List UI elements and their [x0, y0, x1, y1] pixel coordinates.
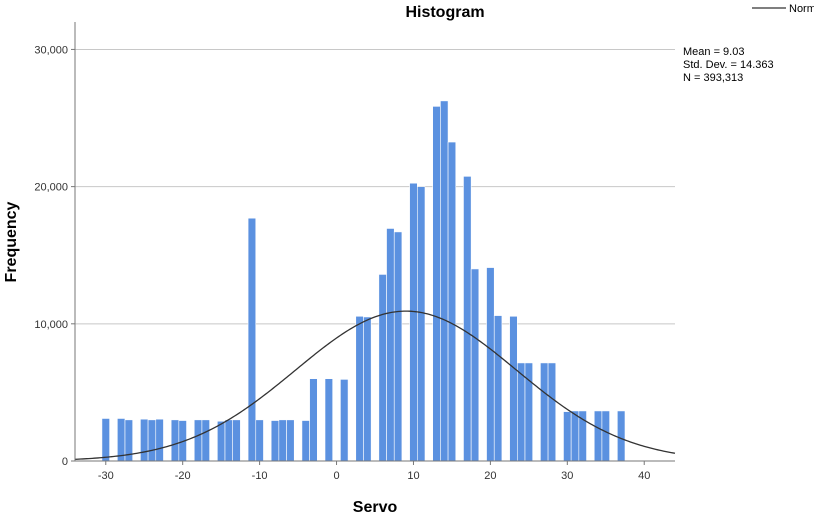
y-tick-label: 20,000: [34, 182, 68, 194]
x-tick-label: 0: [333, 470, 339, 482]
histogram-bar: [232, 419, 241, 462]
normal-curve: [74, 310, 676, 460]
histogram-bar: [386, 228, 395, 462]
histogram-bar: [255, 419, 264, 462]
histogram-bar: [355, 315, 364, 462]
histogram-bar: [417, 186, 426, 462]
x-tick-label: 30: [561, 470, 573, 482]
histogram-bar: [463, 176, 472, 462]
histogram-bar: [409, 182, 418, 462]
x-tick-label: 10: [407, 470, 419, 482]
histogram-bar: [493, 315, 503, 462]
histogram-bar: [193, 419, 203, 462]
stat-n: N = 393,313: [683, 72, 743, 84]
x-tick-label: -10: [252, 470, 268, 482]
y-tick-label: 30,000: [34, 44, 68, 56]
histogram-bar: [440, 100, 449, 462]
x-tick-label: 20: [484, 470, 496, 482]
axes: [74, 22, 675, 462]
histogram-bar: [486, 267, 495, 462]
x-tick-label: -30: [98, 470, 114, 482]
histogram-bar: [393, 231, 403, 462]
y-axis-title: Frequency: [3, 201, 20, 282]
chart-title: Histogram: [405, 4, 484, 21]
histogram-bar: [301, 420, 310, 462]
histogram-bar: [217, 420, 226, 462]
histogram-bar: [270, 420, 280, 462]
histogram-bar: [540, 362, 549, 462]
histogram-bar: [470, 268, 480, 462]
stat-mean: Mean = 9.03: [683, 46, 744, 58]
histogram-bar: [224, 419, 233, 462]
histogram-bar: [432, 106, 441, 462]
histogram-bar: [578, 410, 587, 462]
x-tick-label: -20: [175, 470, 191, 482]
y-tick-labels: 0 10,000 20,000 30,000: [34, 44, 75, 468]
x-axis-title: Servo: [353, 499, 398, 515]
histogram-bar: [517, 362, 526, 462]
histogram-bar: [617, 410, 626, 462]
x-tick-labels: -30 -20 -10 0 10 20 30 40: [98, 461, 650, 482]
histogram-bar: [201, 419, 210, 462]
histogram-bar: [601, 410, 610, 462]
histogram-bar: [447, 141, 457, 462]
histogram-bars: [101, 100, 626, 462]
gridlines: [75, 48, 675, 325]
legend-label: Normal: [789, 3, 814, 15]
histogram-bar: [378, 274, 387, 462]
histogram-bar: [363, 316, 372, 462]
x-tick-label: 40: [638, 470, 650, 482]
histogram-bar: [247, 217, 257, 462]
y-tick-label: 0: [62, 456, 68, 468]
histogram-bar: [170, 419, 180, 462]
histogram-bar: [147, 419, 157, 462]
histogram-bar: [593, 410, 603, 462]
histogram-bar: [286, 419, 295, 462]
histogram-bar: [140, 418, 149, 462]
histogram-bar: [309, 378, 318, 462]
histogram-bar: [324, 378, 333, 462]
y-tick-label: 10,000: [34, 319, 68, 331]
histogram-bar: [563, 411, 572, 462]
histogram-bar: [278, 419, 287, 462]
histogram-bar: [509, 315, 518, 462]
histogram-bar: [155, 418, 164, 462]
histogram-bar: [547, 362, 557, 462]
legend: Normal: [752, 3, 814, 15]
histogram-bar: [101, 418, 110, 462]
statistics-box: Mean = 9.03 Std. Dev. = 14.363 N = 393,3…: [683, 46, 774, 84]
stat-std-dev: Std. Dev. = 14.363: [683, 59, 774, 71]
histogram-bar: [340, 379, 349, 462]
histogram-bar: [570, 410, 580, 462]
